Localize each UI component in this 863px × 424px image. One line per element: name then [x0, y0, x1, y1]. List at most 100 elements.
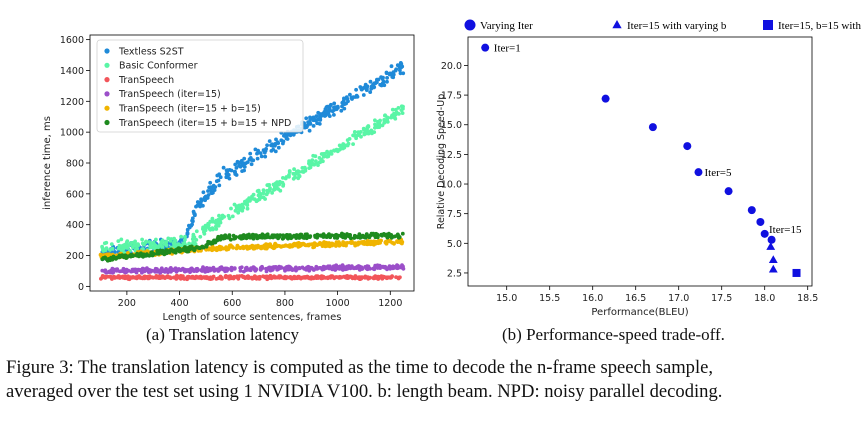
data-point [389, 114, 394, 119]
data-point [384, 71, 389, 76]
data-point [300, 265, 305, 270]
data-point [359, 265, 364, 270]
data-point [338, 275, 342, 280]
data-point [154, 237, 158, 242]
data-point [147, 269, 152, 274]
latency-chart: 200 400 600 800 1000 1200 0 200 400 600 800 1000 120… [42, 34, 415, 323]
data-point [211, 274, 216, 279]
data-point [270, 191, 274, 195]
data-point [208, 275, 213, 280]
data-point [223, 234, 227, 239]
series-4-points [100, 263, 406, 275]
x-tick-label: 200 [118, 298, 136, 309]
data-point [128, 253, 133, 257]
figure-caption-line-1: Figure 3: The translation latency is com… [6, 357, 714, 378]
data-point [312, 245, 317, 249]
data-point [252, 274, 257, 279]
data-point [400, 263, 404, 267]
data-point [256, 235, 260, 240]
data-point [191, 267, 196, 272]
data-point-square [792, 268, 801, 277]
legend-marker-circle [464, 19, 476, 31]
data-point [394, 275, 398, 279]
data-point [171, 249, 176, 254]
data-point [373, 118, 377, 123]
data-point [326, 151, 330, 156]
data-point [186, 248, 191, 252]
data-point [209, 191, 214, 195]
y-tick-label: 1200 [60, 97, 84, 108]
data-point [379, 233, 384, 237]
data-point [398, 71, 403, 76]
data-point [375, 234, 380, 239]
figure-caption: Figure 3: The translation latency is com… [6, 356, 858, 404]
data-point [203, 276, 208, 280]
data-point [168, 275, 173, 279]
data-point [259, 154, 264, 159]
y-tick-label: 200 [66, 251, 84, 262]
data-point [255, 198, 260, 203]
data-point [309, 266, 314, 271]
data-point [187, 241, 192, 246]
subcaption-b: (b) Performance-speed trade-off. [502, 325, 725, 344]
data-point [220, 213, 225, 218]
data-point [281, 236, 286, 241]
data-point [120, 244, 125, 248]
data-point [288, 275, 293, 279]
data-point [372, 242, 376, 247]
data-point [293, 276, 297, 280]
data-point [331, 266, 336, 270]
data-point [398, 61, 403, 65]
data-point [393, 234, 398, 239]
data-point [261, 191, 266, 196]
data-point [188, 275, 192, 280]
data-point [229, 168, 234, 173]
data-point [254, 267, 259, 272]
data-point [192, 211, 197, 216]
data-point [149, 242, 153, 247]
ticks-a: 200 400 600 800 1000 1200 0 200 400 600 800 1000 120… [60, 35, 403, 309]
data-point [384, 241, 389, 246]
data-point [376, 119, 380, 124]
data-point [307, 235, 312, 240]
data-point [101, 256, 106, 260]
data-point [297, 170, 302, 174]
data-point [178, 268, 183, 272]
data-point [193, 276, 198, 281]
data-point [347, 274, 352, 279]
data-point [121, 267, 126, 272]
annotation-label: Iter=1 [494, 43, 521, 55]
data-point [218, 274, 223, 279]
legend-marker-triangle [612, 20, 622, 29]
data-point [221, 165, 226, 170]
y-tick-label: 10.0 [441, 180, 462, 191]
data-point [239, 236, 244, 241]
data-point [282, 133, 286, 138]
data-point [355, 94, 360, 99]
data-point [245, 274, 249, 279]
data-point-circle [756, 217, 765, 226]
data-point [341, 274, 346, 279]
data-point [291, 171, 296, 176]
axes-frame-b [467, 36, 813, 287]
data-point [394, 67, 399, 72]
data-point [183, 234, 187, 239]
data-point [275, 180, 279, 185]
data-point [215, 173, 220, 178]
data-point [385, 275, 390, 280]
data-point [299, 276, 303, 281]
data-point [250, 232, 255, 237]
data-point [320, 113, 324, 118]
data-point [104, 257, 109, 261]
legend-marker [104, 48, 110, 54]
data-point [179, 234, 184, 239]
data-point [339, 265, 343, 270]
data-point [389, 64, 394, 69]
data-point [271, 182, 276, 187]
data-point [385, 117, 389, 122]
data-point [228, 244, 232, 249]
data-point [329, 275, 333, 279]
data-point [400, 231, 405, 236]
data-point-triangle [768, 264, 778, 273]
data-point [313, 235, 318, 239]
